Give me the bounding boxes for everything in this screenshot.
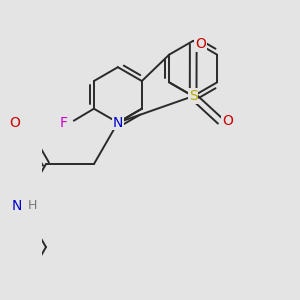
Text: H: H [28,199,37,212]
Text: O: O [222,114,233,128]
Text: F: F [59,116,67,130]
Text: N: N [12,199,22,213]
Text: S: S [189,89,197,103]
Text: O: O [195,37,206,51]
Text: N: N [113,116,123,130]
Text: O: O [9,116,20,130]
